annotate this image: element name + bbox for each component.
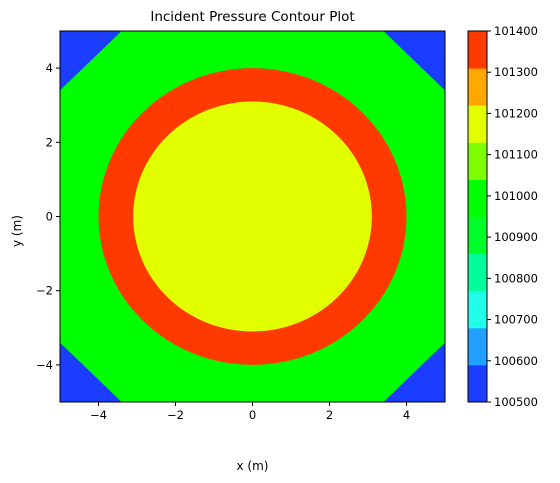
colorbar-band: [468, 179, 487, 217]
colorbar-band: [468, 216, 487, 255]
colorbar-frame: [467, 30, 488, 403]
colorbar-band: [468, 68, 487, 106]
y-axis-ticks: −4 −2 0 2 4: [36, 61, 60, 372]
colorbar-band: [468, 290, 487, 329]
colorbar: [467, 30, 488, 403]
colorbar-band: [468, 253, 487, 292]
colorbar-tick-label: 100800: [494, 271, 538, 285]
colorbar-tick-label: 100900: [494, 230, 538, 244]
colorbar-tick-label: 101300: [494, 65, 538, 79]
colorbar-band: [468, 105, 487, 143]
colorbar-band: [468, 364, 487, 403]
x-tick-label: 4: [403, 408, 410, 422]
y-axis-label: y (m): [10, 215, 24, 247]
colorbar-band: [468, 142, 487, 180]
contour-region-101150: [133, 101, 372, 332]
x-axis-label: x (m): [237, 459, 269, 473]
colorbar-band: [468, 31, 487, 69]
x-tick-label: 2: [326, 408, 333, 422]
colorbar-tick-label: 101400: [494, 24, 538, 38]
colorbar-tick-label: 100500: [494, 395, 538, 409]
colorbar-tick-label: 101000: [494, 189, 538, 203]
colorbar-tick-label: 100700: [494, 313, 538, 327]
y-tick-label: −2: [36, 284, 53, 298]
x-tick-label: 0: [249, 408, 256, 422]
colorbar-tick-label: 101100: [494, 148, 538, 162]
colorbar-tick-label: 101200: [494, 106, 538, 120]
plot-area: [60, 31, 445, 402]
chart-title: Incident Pressure Contour Plot: [150, 9, 354, 25]
y-tick-label: 4: [46, 61, 53, 75]
y-tick-label: 2: [46, 135, 53, 149]
x-tick-label: −2: [167, 408, 184, 422]
colorbar-band: [468, 327, 487, 366]
x-tick-label: −4: [90, 408, 107, 422]
colorbar-ticks: 100500 100600 100700 100800 100900 101000 1011…: [487, 24, 538, 409]
y-tick-label: −4: [36, 358, 53, 372]
colorbar-tick-label: 100600: [494, 354, 538, 368]
x-axis-ticks: −4 −2 0 2 4: [90, 402, 410, 422]
y-tick-label: 0: [46, 210, 53, 224]
